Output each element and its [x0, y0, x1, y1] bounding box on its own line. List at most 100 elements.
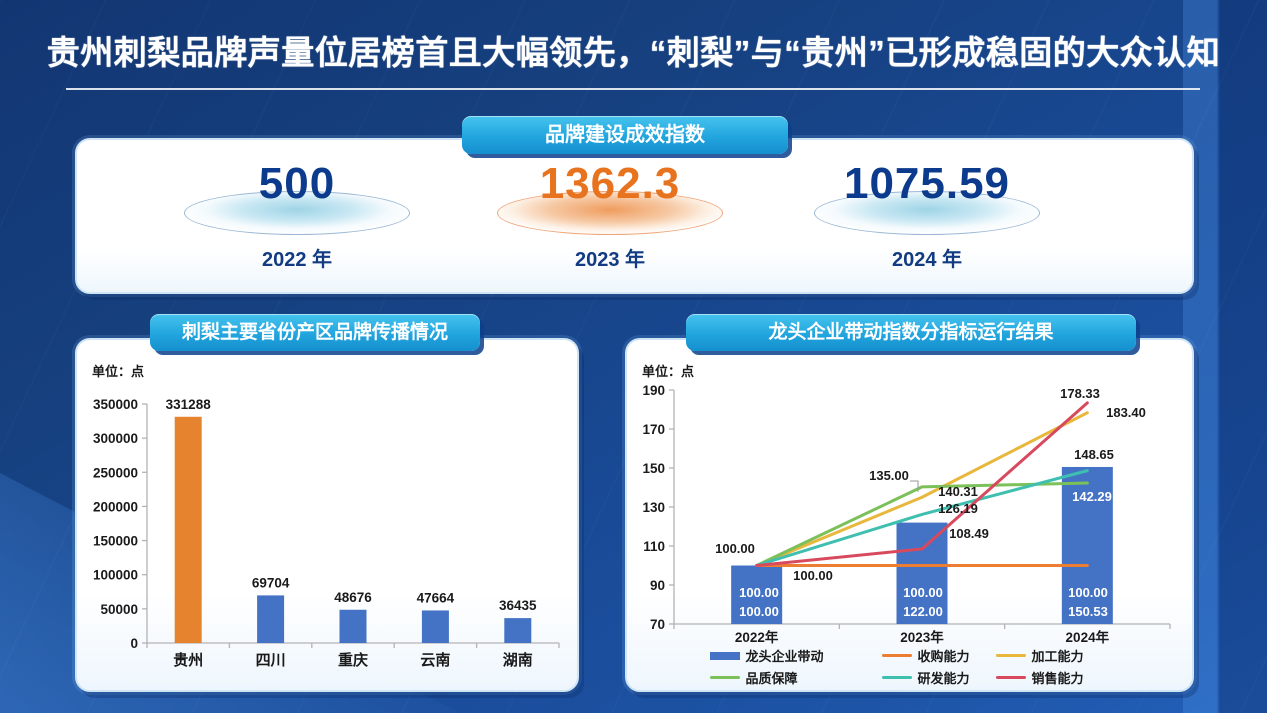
stat-year-2022: 2022 年 — [261, 249, 333, 271]
bar — [257, 595, 285, 643]
label-leader-line — [910, 480, 919, 492]
bar-value-label: 331288 — [166, 397, 212, 412]
category-label: 湖南 — [503, 651, 533, 669]
legend-item: 研发能力 — [881, 668, 996, 687]
y-tick-label: 250000 — [93, 465, 138, 480]
stat-ellipse-2022 — [184, 191, 410, 235]
stat-value-2023: 1362.3 — [539, 159, 681, 208]
stat-ellipse-2023 — [497, 191, 723, 235]
bar-value-label: 48676 — [334, 590, 372, 605]
y-tick-label: 350000 — [93, 397, 138, 412]
category-label: 2023年 — [900, 629, 944, 645]
stat-2023: 1362.3 2023 年 — [480, 162, 740, 272]
province-chart-unit-label: 单位：点 — [92, 364, 145, 379]
stat-2024: 1075.59 2024 年 — [797, 162, 1057, 272]
data-label: 135.00 — [869, 468, 909, 483]
data-label: 126.19 — [938, 501, 978, 516]
y-tick-label: 70 — [650, 617, 665, 632]
legend-item: 加工能力 — [995, 646, 1110, 665]
category-label: 贵州 — [173, 651, 203, 669]
legend-label: 加工能力 — [1031, 649, 1084, 664]
brand-index-card: 500 2022 年 1362.3 2023 年 1075.59 2024 年 — [75, 138, 1194, 294]
y-tick-label: 100000 — [93, 568, 138, 583]
legend-swatch-icon — [881, 675, 912, 680]
category-label: 四川 — [256, 652, 286, 669]
data-label: 122.00 — [903, 604, 943, 619]
legend-item: 龙头企业带动 — [709, 646, 882, 665]
bar-value-label: 69704 — [252, 575, 290, 590]
data-label: 100.00 — [739, 585, 779, 600]
bar — [174, 416, 202, 643]
y-tick-label: 150 — [642, 461, 665, 476]
index-chart-unit-label: 单位：点 — [642, 364, 695, 379]
y-tick-label: 0 — [130, 636, 138, 651]
legend-swatch-icon — [709, 675, 740, 680]
y-tick-label: 190 — [642, 383, 665, 398]
legend-label: 销售能力 — [1031, 671, 1084, 686]
index-combo-chart: 70 90 110 130 150 170 190 2022年 2023年 2024年 100.00… — [642, 383, 1171, 645]
data-label: 100.00 — [903, 585, 943, 600]
data-label: 148.65 — [1074, 447, 1114, 462]
legend-swatch-icon — [881, 653, 912, 658]
data-label: 108.49 — [949, 526, 989, 541]
bar — [896, 522, 948, 624]
bar — [731, 565, 783, 624]
province-chart-title-badge: 刺梨主要省份产区品牌传播情况 — [150, 314, 480, 351]
stat-value-2022: 500 — [258, 159, 336, 208]
category-label: 2022年 — [735, 629, 779, 645]
category-label: 云南 — [420, 651, 450, 669]
data-label: 100.00 — [1068, 585, 1108, 600]
chart-legend: 龙头企业带动 收购能力 加工能力品质保障 研发能力 销售能力 — [627, 646, 1192, 687]
page-title: 贵州刺梨品牌声量位居榜首且大幅领先，“刺梨”与“贵州”已形成稳固的大众认知 — [46, 34, 1221, 71]
data-label: 150.53 — [1068, 604, 1108, 619]
background-decoration-right-band — [1183, 0, 1267, 713]
line-series — [755, 469, 1089, 567]
data-label: 100.00 — [715, 541, 755, 556]
category-label: 重庆 — [338, 651, 368, 669]
legend-item: 收购能力 — [881, 646, 996, 665]
bar — [1061, 466, 1113, 624]
y-tick-label: 50000 — [100, 602, 138, 617]
y-tick-label: 200000 — [93, 499, 138, 514]
bar — [421, 610, 449, 643]
index-chart-card: 单位：点 70 90 110 130 150 170 190 2022年 2023年 2024年 1… — [625, 338, 1194, 692]
data-label: 142.29 — [1072, 489, 1112, 504]
brand-index-badge: 品牌建设成效指数 — [462, 116, 788, 154]
legend-swatch-icon — [995, 653, 1026, 658]
y-tick-label: 90 — [650, 578, 665, 593]
legend-label: 研发能力 — [917, 671, 970, 686]
y-tick-label: 150000 — [93, 534, 138, 549]
legend-label: 收购能力 — [917, 649, 970, 664]
data-label: 100.00 — [793, 568, 833, 583]
legend-swatch-icon — [709, 651, 740, 660]
bar — [339, 609, 367, 643]
legend-item: 品质保障 — [709, 668, 882, 687]
y-tick-label: 300000 — [93, 431, 138, 446]
data-label: 178.33 — [1060, 386, 1100, 401]
title-divider — [66, 88, 1200, 90]
category-label: 2024年 — [1066, 629, 1110, 645]
line-series — [755, 411, 1089, 567]
y-tick-label: 130 — [642, 500, 665, 515]
legend-item: 销售能力 — [995, 668, 1110, 687]
province-chart-card: 单位：点 0 50000 100000 150000 200000 250000 30000… — [75, 338, 579, 692]
stat-ellipse-2024 — [814, 191, 1040, 235]
stat-year-2024: 2024 年 — [891, 249, 963, 271]
bar-value-label: 47664 — [417, 590, 455, 605]
stat-year-2023: 2023 年 — [574, 249, 646, 271]
province-bar-chart: 0 50000 100000 150000 200000 250000 300000 3500… — [93, 397, 560, 669]
data-label: 140.31 — [938, 484, 978, 499]
y-tick-label: 110 — [643, 539, 665, 554]
stat-value-2024: 1075.59 — [843, 159, 1011, 208]
bar — [504, 618, 532, 643]
bar-value-label: 36435 — [499, 598, 537, 613]
data-label: 100.00 — [739, 604, 779, 619]
index-chart-title-badge: 龙头企业带动指数分指标运行结果 — [686, 314, 1136, 351]
legend-label: 品质保障 — [745, 671, 798, 686]
legend-label: 龙头企业带动 — [745, 649, 824, 664]
line-series — [755, 401, 1089, 567]
y-tick-label: 170 — [642, 422, 665, 437]
data-label: 183.40 — [1106, 405, 1146, 420]
legend-swatch-icon — [995, 675, 1026, 680]
